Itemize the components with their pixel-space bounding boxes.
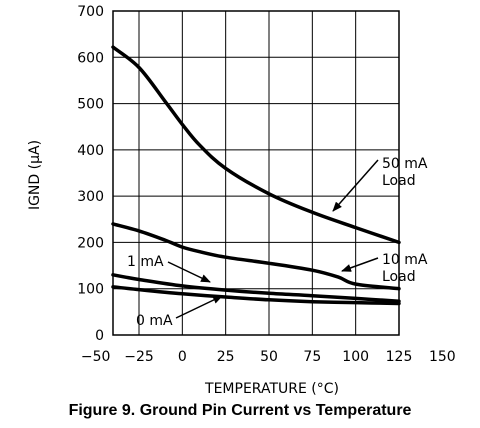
annotation-label-50-ma-load: 50 mA [382, 156, 428, 172]
x-tick-label: −50 [81, 349, 111, 365]
y-tick-label: 0 [95, 328, 104, 344]
x-tick-labels: −50 −25 0 25 50 75 100 125 150 [81, 349, 456, 365]
annotation-label-0-ma: 0 mA [136, 313, 173, 329]
annotation-label-10-ma-load: Load [382, 269, 416, 285]
x-tick-label: 25 [217, 349, 235, 365]
annotation-label-50-ma-load: Load [382, 173, 416, 189]
series-line-1-ma [111, 273, 401, 303]
series-line-10-ma-load [111, 222, 401, 291]
figure-caption: Figure 9. Ground Pin Current vs Temperat… [68, 402, 412, 419]
annotation-label-10-ma-load: 10 mA [382, 252, 428, 268]
y-tick-label: 400 [77, 143, 104, 159]
y-tick-label: 700 [77, 4, 104, 20]
annotation-arrow-10-ma-load [341, 257, 379, 272]
x-tick-label: 100 [342, 349, 369, 365]
y-tick-label: 100 [77, 282, 104, 298]
plot-frame [112, 10, 400, 336]
x-tick-label: −25 [124, 349, 154, 365]
y-tick-label: 300 [77, 189, 104, 205]
y-tick-label: 500 [77, 97, 104, 113]
y-tick-label: 600 [77, 50, 104, 66]
x-tick-label: 125 [386, 349, 413, 365]
x-tick-label: 150 [429, 349, 456, 365]
series-line-0-ma [111, 285, 401, 306]
chart-series [111, 45, 401, 306]
x-tick-label: 0 [178, 349, 187, 365]
x-axis-label: TEMPERATURE (°C) [204, 381, 339, 397]
annotation-arrow-1-ma [167, 261, 211, 283]
y-tick-labels: 0 100 200 300 400 500 600 700 [77, 4, 104, 344]
annotation-arrow-50-ma-load [332, 159, 379, 212]
chart-grid [113, 11, 399, 335]
series-line-50-ma-load [111, 45, 401, 245]
x-tick-label: 50 [260, 349, 278, 365]
y-axis-label: IGND (μA) [27, 140, 43, 210]
x-tick-label: 75 [303, 349, 321, 365]
annotation-arrow-0-ma [175, 295, 223, 319]
annotation-label-1-ma: 1 mA [127, 254, 164, 270]
y-tick-label: 200 [77, 235, 104, 251]
